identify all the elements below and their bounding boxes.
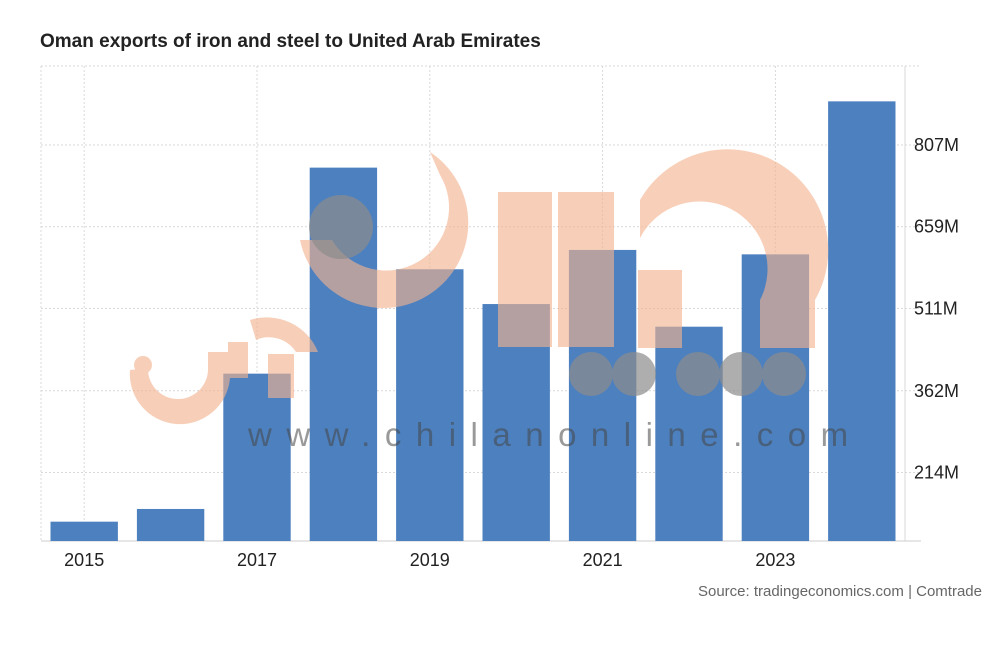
watermark-dot [181,405,191,415]
bar-2019 [396,269,464,541]
x-tick-label: 2021 [583,550,623,570]
watermark-dot [193,405,203,415]
y-tick-label: 214M [914,463,959,483]
source-note: Source: tradingeconomics.com | Comtrade [697,583,982,600]
bar-2024 [828,101,896,541]
y-tick-label: 362M [914,381,959,401]
watermark-logo-bar [558,192,614,347]
x-tick-label: 2023 [755,550,795,570]
x-axis-ticks: 2015 2017 2019 2021 2023 [64,550,795,570]
bar-2017 [223,373,291,541]
watermark-dot [612,352,656,396]
watermark-logo-small [250,317,318,352]
watermark-logo-bar [638,270,682,348]
y-axis-ticks: 214M 362M 511M 659M 807M [914,135,959,483]
watermark-logo-bar [498,192,552,347]
watermark-logo-small [129,352,230,425]
watermark-dot [134,356,152,374]
watermark-logo [129,149,829,425]
bar-2016 [136,508,205,541]
watermark-dot [676,352,720,396]
watermark-dot [569,352,613,396]
chart-title: Oman exports of iron and steel to United… [40,31,541,52]
y-tick-label: 511M [914,298,958,318]
x-tick-label: 2019 [410,550,450,570]
watermark-logo-small-bar [268,354,294,398]
watermark-dots [309,195,806,396]
watermark-dot [309,195,373,259]
y-tick-label: 807M [914,135,959,155]
watermark-logo-arc [640,149,829,348]
watermark-dot [762,352,806,396]
x-tick-label: 2017 [237,550,277,570]
y-tick-label: 659M [914,217,959,237]
bar-2015 [50,521,118,541]
x-tick-label: 2015 [64,550,104,570]
watermark-logo-small-bar [228,342,248,378]
watermark-logo-arc [300,152,469,309]
watermark-dot [719,352,763,396]
